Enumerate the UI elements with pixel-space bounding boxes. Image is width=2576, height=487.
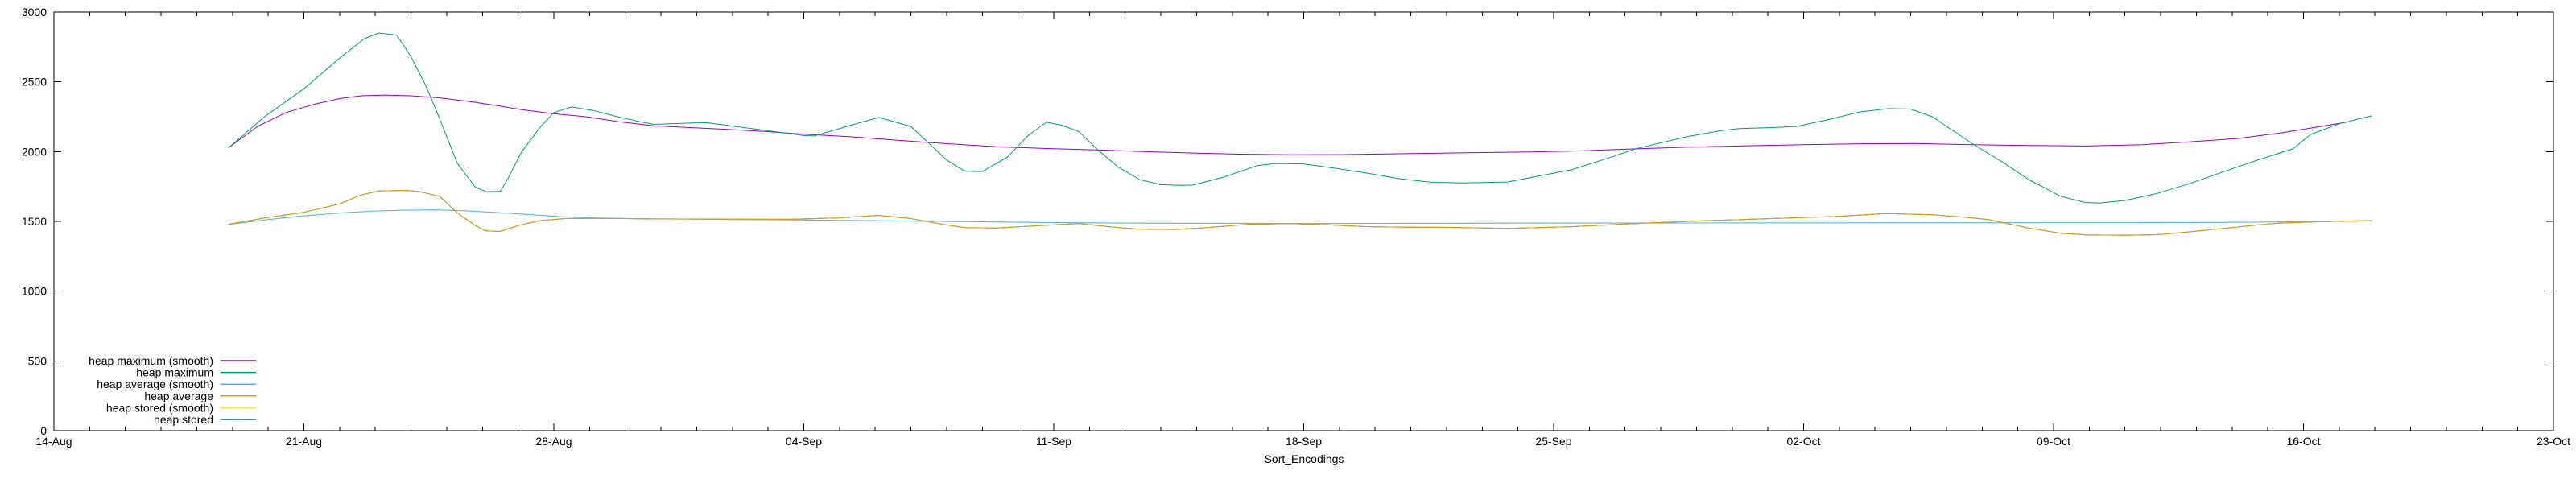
y-tick-label: 1500 — [22, 215, 47, 228]
x-tick-labels: 14-Aug 21-Aug 28-Aug 04-Sep 11-Sep 18-Sep 25-S… — [35, 435, 2570, 448]
x-tick-label: 28-Aug — [535, 435, 572, 448]
x-tick-label: 14-Aug — [35, 435, 72, 448]
legend-label: heap maximum (smooth) — [89, 354, 213, 367]
x-tick-label: 04-Sep — [786, 435, 822, 448]
series-line-heap-average-smooth- — [228, 209, 2372, 225]
series-line-heap-maximum-smooth- — [228, 94, 2347, 155]
axis-ticks — [53, 11, 2554, 431]
x-tick-label: 16-Oct — [2286, 435, 2320, 448]
legend-label: heap average (smooth) — [97, 378, 213, 390]
x-tick-label: 23-Oct — [2537, 435, 2570, 448]
y-tick-label: 2000 — [22, 145, 47, 158]
y-tick-label: 0 — [40, 424, 47, 437]
x-tick-label: 11-Sep — [1036, 435, 1071, 448]
legend-label: heap stored (smooth) — [106, 401, 213, 414]
x-tick-label: 25-Sep — [1535, 435, 1571, 448]
legend-label: heap maximum — [136, 366, 213, 379]
y-tick-labels: 0 500 1000 1500 2000 2500 3000 — [22, 6, 47, 437]
x-tick-label: 02-Oct — [1786, 435, 1820, 448]
x-tick-label: 18-Sep — [1286, 435, 1322, 448]
data-series — [228, 32, 2372, 236]
y-tick-label: 1000 — [22, 285, 47, 298]
legend-label: heap average — [144, 390, 213, 402]
series-line-heap-stored-smooth- — [228, 209, 2372, 225]
plot-border — [53, 11, 2554, 431]
x-tick-label: 21-Aug — [286, 435, 322, 448]
y-tick-label: 2500 — [22, 76, 47, 89]
x-tick-label: 09-Oct — [2037, 435, 2070, 448]
legend-label: heap stored — [154, 413, 213, 426]
y-tick-label: 500 — [28, 354, 47, 367]
series-line-heap-maximum — [228, 32, 2372, 204]
x-axis-label: Sort_Encodings — [1265, 452, 1344, 465]
series-line-heap-average — [228, 190, 2372, 236]
plot-border-rect — [53, 11, 2554, 431]
series-line-heap-stored — [228, 190, 2372, 236]
y-tick-label: 3000 — [22, 6, 47, 19]
